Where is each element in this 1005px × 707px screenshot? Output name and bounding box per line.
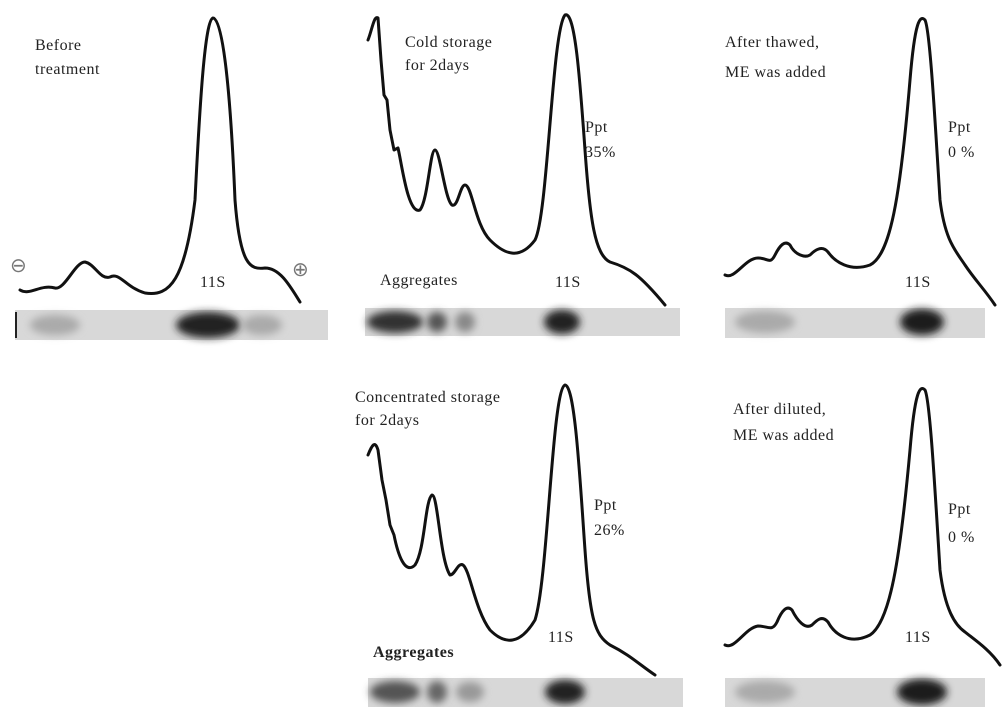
panel-title: After diluted, (733, 401, 826, 418)
aggregates-label: Aggregates (380, 272, 458, 289)
panel-title: After thawed, (725, 34, 819, 51)
gel-band (427, 312, 447, 332)
gel-band (900, 309, 944, 335)
ppt-label: Ppt (585, 119, 608, 136)
ppt-label: Ppt (948, 501, 971, 518)
panel-title: treatment (35, 61, 100, 78)
gel-band (370, 681, 420, 703)
gel-band (30, 315, 80, 335)
gel-band (735, 311, 795, 333)
peak-label: 11S (200, 274, 226, 291)
aggregates-label: Aggregates (373, 644, 454, 661)
gel-band (456, 682, 484, 702)
densitometry-trace (725, 19, 995, 305)
panel-before-treatment: Before treatment ⊖ ⊕ 11S (10, 18, 328, 340)
panel-title: Concentrated storage (355, 389, 501, 406)
peak-label: 11S (905, 629, 931, 646)
ppt-value: 35% (585, 144, 616, 161)
gel-band (176, 312, 240, 338)
panel-title: ME was added (733, 427, 834, 444)
ppt-label: Ppt (948, 119, 971, 136)
gel-band (427, 681, 447, 703)
ppt-value: 0 % (948, 144, 975, 161)
gel-band (455, 312, 475, 332)
gel-band (367, 311, 423, 333)
panel-after-diluted: After diluted, ME was added Ppt 0 % 11S (725, 389, 1000, 707)
panel-after-thawed: After thawed, ME was added Ppt 0 % 11S (725, 19, 995, 338)
gel-band (242, 315, 282, 335)
panel-title: Cold storage (405, 34, 492, 51)
peak-label: 11S (548, 629, 574, 646)
gel-band (544, 310, 580, 334)
panel-title: for 2days (355, 412, 419, 429)
gel-edge (15, 312, 17, 338)
gel-band (545, 680, 585, 704)
gel-band (897, 679, 947, 705)
ppt-value: 26% (594, 522, 625, 539)
panel-title: ME was added (725, 64, 826, 81)
ppt-label: Ppt (594, 497, 617, 514)
peak-label: 11S (905, 274, 931, 291)
panel-title: Before (35, 37, 82, 54)
plus-electrode: ⊕ (292, 259, 309, 281)
peak-label: 11S (555, 274, 581, 291)
panel-concentrated-storage: Concentrated storage for 2days Ppt 26% A… (355, 385, 683, 707)
figure: Before treatment ⊖ ⊕ 11S Cold storage fo… (0, 0, 1005, 707)
gel-band (735, 681, 795, 703)
ppt-value: 0 % (948, 529, 975, 546)
panel-cold-storage: Cold storage for 2days Ppt 35% Aggregate… (365, 15, 680, 336)
minus-electrode: ⊖ (10, 255, 27, 277)
panel-title: for 2days (405, 57, 469, 74)
